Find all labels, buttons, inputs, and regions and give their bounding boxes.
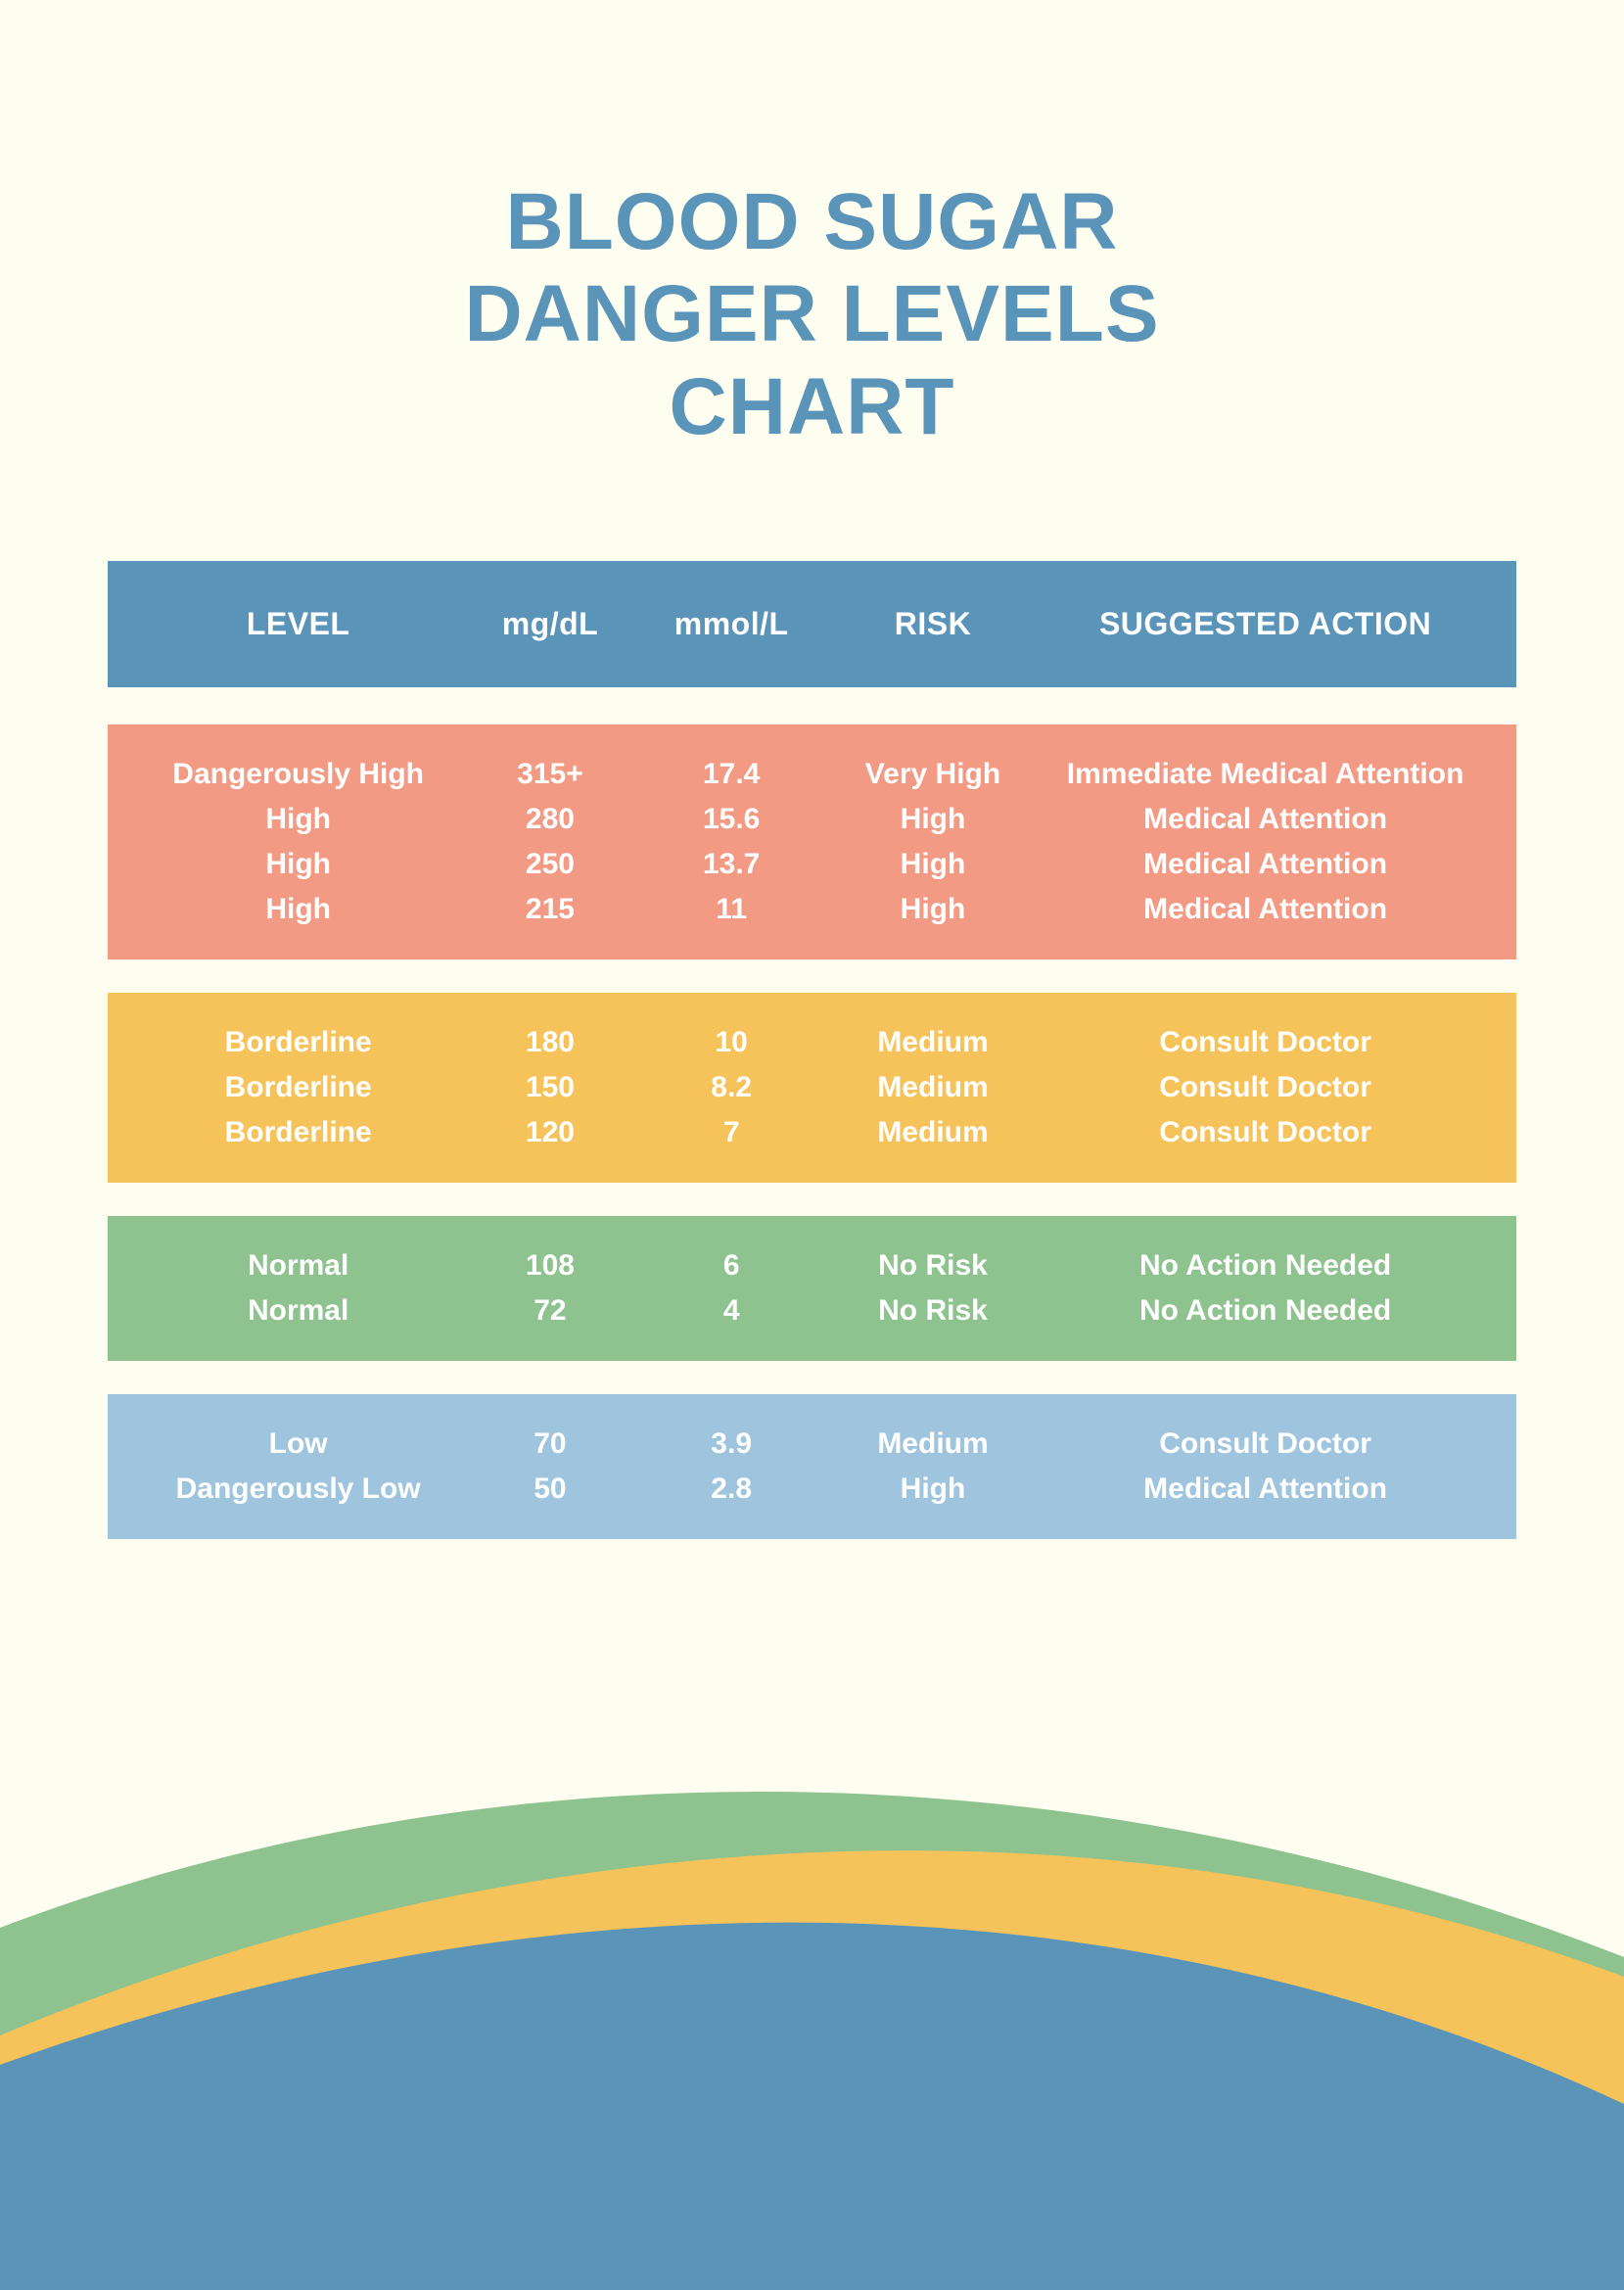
cell-action: Consult Doctor	[1044, 1116, 1487, 1149]
cell-risk: High	[822, 848, 1044, 881]
cell-mmoll: 13.7	[641, 848, 822, 881]
table-row: Borderline1508.2MediumConsult Doctor	[137, 1065, 1487, 1110]
cell-level: High	[137, 848, 459, 881]
cell-action: Medical Attention	[1044, 893, 1487, 926]
cell-action: Consult Doctor	[1044, 1026, 1487, 1059]
cell-mgdl: 250	[459, 848, 640, 881]
table-row: Dangerously Low502.8HighMedical Attentio…	[137, 1467, 1487, 1512]
col-header-mgdl: mg/dL	[459, 606, 640, 642]
table-group: Borderline18010MediumConsult DoctorBorde…	[108, 993, 1516, 1183]
cell-mmoll: 3.9	[641, 1427, 822, 1461]
cell-level: Borderline	[137, 1026, 459, 1059]
cell-mgdl: 108	[459, 1249, 640, 1283]
title-line-2: DANGER LEVELS	[464, 269, 1159, 358]
cell-risk: Medium	[822, 1071, 1044, 1104]
title-line-1: BLOOD SUGAR	[506, 177, 1119, 266]
col-header-mmoll: mmol/L	[641, 606, 822, 642]
cell-mmoll: 11	[641, 893, 822, 926]
table-row: High28015.6HighMedical Attention	[137, 797, 1487, 842]
cell-risk: Medium	[822, 1427, 1044, 1461]
cell-mmoll: 4	[641, 1294, 822, 1328]
cell-mgdl: 50	[459, 1472, 640, 1506]
cell-mmoll: 17.4	[641, 758, 822, 791]
cell-action: No Action Needed	[1044, 1294, 1487, 1328]
cell-level: Borderline	[137, 1071, 459, 1104]
table-row: Borderline18010MediumConsult Doctor	[137, 1020, 1487, 1065]
page: BLOOD SUGAR DANGER LEVELS CHART LEVEL mg…	[0, 0, 1624, 2290]
cell-level: Normal	[137, 1294, 459, 1328]
table-header-row: LEVEL mg/dL mmol/L RISK SUGGESTED ACTION	[108, 561, 1516, 687]
table-row: Dangerously High315+17.4Very HighImmedia…	[137, 752, 1487, 797]
cell-level: Dangerously Low	[137, 1472, 459, 1506]
cell-mgdl: 215	[459, 893, 640, 926]
cell-risk: High	[822, 893, 1044, 926]
table-group: Dangerously High315+17.4Very HighImmedia…	[108, 724, 1516, 959]
cell-mgdl: 150	[459, 1071, 640, 1104]
table-row: Low703.9MediumConsult Doctor	[137, 1422, 1487, 1467]
cell-mmoll: 10	[641, 1026, 822, 1059]
cell-mmoll: 2.8	[641, 1472, 822, 1506]
content-area: BLOOD SUGAR DANGER LEVELS CHART LEVEL mg…	[0, 0, 1624, 1539]
cell-mgdl: 180	[459, 1026, 640, 1059]
cell-mmoll: 6	[641, 1249, 822, 1283]
col-header-risk: RISK	[822, 606, 1044, 642]
cell-level: High	[137, 893, 459, 926]
table-row: High25013.7HighMedical Attention	[137, 842, 1487, 887]
cell-action: Medical Attention	[1044, 1472, 1487, 1506]
cell-level: Borderline	[137, 1116, 459, 1149]
cell-risk: High	[822, 1472, 1044, 1506]
table-group: Normal1086No RiskNo Action NeededNormal7…	[108, 1216, 1516, 1361]
cell-mgdl: 120	[459, 1116, 640, 1149]
cell-mmoll: 7	[641, 1116, 822, 1149]
cell-mgdl: 280	[459, 803, 640, 836]
table: LEVEL mg/dL mmol/L RISK SUGGESTED ACTION…	[108, 561, 1516, 1539]
cell-mmoll: 8.2	[641, 1071, 822, 1104]
cell-mgdl: 72	[459, 1294, 640, 1328]
cell-action: No Action Needed	[1044, 1249, 1487, 1283]
cell-mmoll: 15.6	[641, 803, 822, 836]
col-header-action: SUGGESTED ACTION	[1044, 606, 1487, 642]
cell-risk: Medium	[822, 1026, 1044, 1059]
cell-action: Consult Doctor	[1044, 1427, 1487, 1461]
col-header-level: LEVEL	[137, 606, 459, 642]
cell-level: Normal	[137, 1249, 459, 1283]
cell-action: Medical Attention	[1044, 803, 1487, 836]
cell-mgdl: 70	[459, 1427, 640, 1461]
cell-risk: High	[822, 803, 1044, 836]
cell-risk: No Risk	[822, 1294, 1044, 1328]
title-line-3: CHART	[670, 362, 955, 451]
page-title: BLOOD SUGAR DANGER LEVELS CHART	[108, 176, 1516, 453]
cell-level: High	[137, 803, 459, 836]
table-group: Low703.9MediumConsult DoctorDangerously …	[108, 1394, 1516, 1539]
cell-level: Low	[137, 1427, 459, 1461]
table-row: Borderline1207MediumConsult Doctor	[137, 1110, 1487, 1155]
cell-action: Consult Doctor	[1044, 1071, 1487, 1104]
table-row: Normal1086No RiskNo Action Needed	[137, 1243, 1487, 1288]
table-row: Normal724No RiskNo Action Needed	[137, 1288, 1487, 1333]
decorative-waves	[0, 1703, 1624, 2290]
cell-level: Dangerously High	[137, 758, 459, 791]
cell-mgdl: 315+	[459, 758, 640, 791]
cell-action: Medical Attention	[1044, 848, 1487, 881]
cell-risk: Medium	[822, 1116, 1044, 1149]
table-body: Dangerously High315+17.4Very HighImmedia…	[108, 724, 1516, 1539]
cell-risk: Very High	[822, 758, 1044, 791]
cell-action: Immediate Medical Attention	[1044, 758, 1487, 791]
table-row: High21511HighMedical Attention	[137, 887, 1487, 932]
cell-risk: No Risk	[822, 1249, 1044, 1283]
